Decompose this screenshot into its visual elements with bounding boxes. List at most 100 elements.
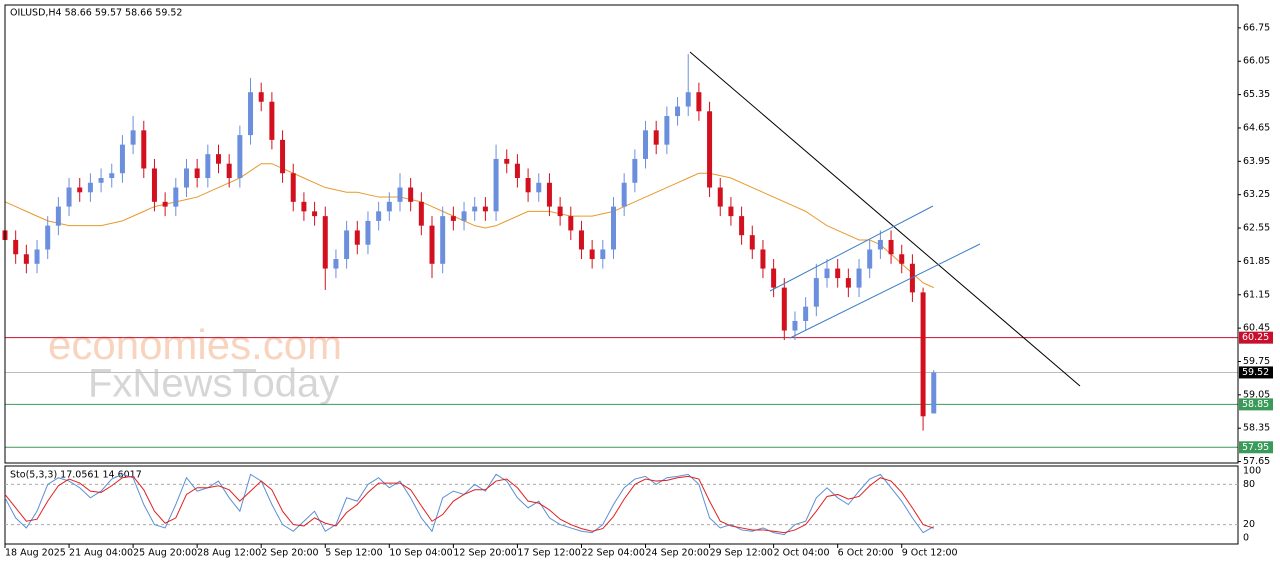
x-tick-label: 6 Oct 20:00 (838, 548, 894, 559)
candle-body (472, 206, 478, 212)
stoch-tick-label: 0 (1243, 532, 1249, 543)
x-tick-label: 10 Sep 04:00 (389, 548, 452, 559)
candle-body (643, 130, 649, 159)
candle-body (920, 292, 926, 417)
chart-title: OILUSD,H4 58.66 59.57 58.66 59.52 (10, 8, 182, 19)
candle-body (66, 187, 72, 207)
candle-body (119, 144, 125, 174)
candle-body (440, 216, 446, 264)
candle-body (568, 216, 574, 231)
y-tick-label: 62.55 (1243, 223, 1270, 234)
candle-body (557, 206, 563, 217)
candle-body (34, 249, 40, 264)
candle-body (141, 130, 147, 169)
candle-body (578, 230, 584, 250)
price-tag-label: 60.25 (1242, 332, 1269, 343)
candle-body (173, 187, 179, 207)
candle-body (376, 211, 382, 221)
candle-body (354, 230, 360, 245)
candle-body (312, 211, 318, 217)
axes: 66.75 66.05 65.35 64.65 63.95 63.25 62.55 61.85… (4, 22, 1273, 559)
x-tick-label: 25 Aug 20:00 (133, 548, 197, 559)
candle-body (333, 259, 339, 269)
levels (5, 337, 1238, 448)
x-tick-label: 28 Aug 12:00 (197, 548, 261, 559)
candle-body (739, 216, 745, 236)
price-tag-label: 58.85 (1242, 399, 1269, 410)
y-tick-label: 65.35 (1243, 89, 1270, 100)
y-tick-label: 58.35 (1243, 423, 1270, 434)
candle-body (493, 158, 499, 212)
y-tick-label: 57.65 (1243, 456, 1270, 467)
candle-body (728, 206, 734, 217)
y-tick-label: 66.75 (1243, 22, 1270, 33)
candle-body (258, 92, 264, 102)
candle-body (803, 306, 809, 321)
candle-body (98, 178, 104, 183)
x-tick-label: 22 Sep 04:00 (581, 548, 644, 559)
y-tick-label: 61.85 (1243, 256, 1270, 267)
watermark: FxNewsToday (88, 362, 339, 406)
candle-body (290, 173, 296, 202)
candle-body (899, 254, 905, 264)
candle-body (546, 182, 552, 207)
candle-body (749, 235, 755, 250)
candle-body (653, 130, 659, 145)
candle-body (792, 320, 798, 331)
candle-body (621, 182, 627, 207)
candle-body (429, 225, 435, 264)
moving-average (4, 163, 934, 289)
y-tick-label: 66.05 (1243, 56, 1270, 67)
y-tick-label: 61.15 (1243, 289, 1270, 300)
candle-body (461, 211, 467, 221)
candle-body (600, 249, 606, 260)
main-panel-border (4, 4, 1239, 464)
x-tick-label: 24 Sep 20:00 (646, 548, 709, 559)
trendline (689, 51, 1081, 387)
channel-line (789, 243, 981, 339)
candle-body (194, 168, 200, 179)
y-tick-label: 64.65 (1243, 122, 1270, 133)
candle-body (418, 201, 424, 226)
candle-body (717, 187, 723, 207)
candle-body (931, 372, 937, 414)
candle-body (386, 201, 392, 212)
stoch-tick-label: 80 (1243, 479, 1255, 490)
watermark-group: economies.com FxNewsToday (48, 321, 342, 405)
candle-body (514, 163, 520, 179)
candle-body (23, 254, 29, 264)
x-tick-label: 21 Aug 04:00 (69, 548, 133, 559)
x-tick-label: 18 Aug 2025 (5, 548, 66, 559)
candle-body (151, 168, 157, 202)
candle-body (856, 268, 862, 288)
candle-body (664, 116, 670, 145)
candle-body (632, 158, 638, 183)
candle-body (397, 187, 403, 202)
stoch-line (4, 475, 934, 534)
candle-body (888, 239, 894, 255)
candle-body (835, 268, 841, 279)
x-tick-label: 2 Oct 04:00 (774, 548, 830, 559)
candle-body (344, 230, 350, 260)
price-tag (1239, 441, 1273, 454)
candle-body (226, 163, 232, 179)
candle-body (867, 249, 873, 269)
candle-body (77, 187, 83, 193)
price-tag (1239, 331, 1273, 344)
x-tick-label: 17 Sep 12:00 (517, 548, 580, 559)
candle-body (610, 206, 616, 250)
x-tick-label: 29 Sep 12:00 (710, 548, 773, 559)
y-tick-label: 60.45 (1243, 323, 1270, 334)
candle-body (280, 139, 286, 174)
candle-body (771, 268, 777, 288)
candle-body (301, 201, 307, 212)
candle-body (109, 173, 115, 179)
watermark: economies.com (48, 321, 342, 368)
candle-body (365, 220, 371, 245)
x-tick-label: 12 Sep 20:00 (453, 548, 516, 559)
candle-body (450, 216, 456, 221)
candle-body (237, 135, 243, 179)
candle-body (845, 278, 851, 288)
candle-body (813, 278, 819, 307)
